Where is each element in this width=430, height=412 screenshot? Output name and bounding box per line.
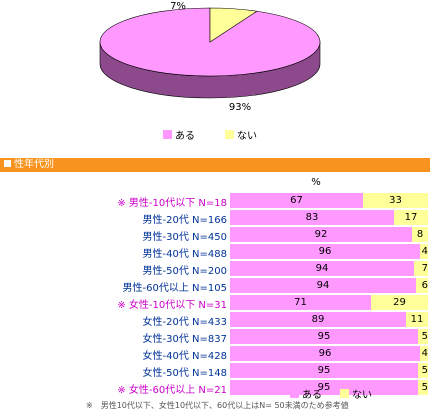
pie-legend-aru: ある [163,127,195,142]
bar-row: 女性-50代 N=148 95 5 [0,362,430,379]
bar-track: 83 17 [230,210,428,225]
bar-row: 男性-40代 N=488 96 4 [0,243,430,260]
legend-swatch-nai [340,389,349,398]
bar-segment-aru: 96 [230,244,420,259]
legend-swatch-nai [225,130,234,139]
legend-label-nai: ない [352,390,372,401]
bar-category-label: 男性-20代 N=166 [142,215,227,226]
bar-track: 67 33 [230,193,428,208]
pie-slice-nai [209,7,258,43]
legend-label-aru: ある [175,131,195,142]
bar-segment-aru: 83 [230,210,394,225]
bar-segment-nai: 5 [418,329,428,344]
bar-segment-nai: 11 [406,312,428,327]
bar-row: 男性-60代以上 N=105 94 6 [0,277,430,294]
bar-track: 94 7 [230,261,428,276]
bar-row: ※ 男性-10代以下 N=18 67 33 [0,192,430,209]
axis-unit-label: % [311,177,321,188]
bar-legend: ある ない [290,386,372,401]
bar-category-label: 男性-60代以上 N=105 [122,283,227,294]
pie-label-aru: 93% [229,102,251,113]
legend-label-nai: ない [237,131,257,142]
bar-track: 92 8 [230,227,428,242]
bar-segment-aru: 89 [230,312,406,327]
bar-category-label: 女性-40代 N=428 [142,351,227,362]
pie-legend-nai: ない [225,127,257,142]
bar-row: 女性-40代 N=428 96 4 [0,345,430,362]
square-bullet-icon [4,159,11,167]
bar-category-label: ※ 女性-60代以上 N=21 [117,385,227,396]
bar-category-label: ※ 女性-10代以下 N=31 [117,300,227,311]
legend-label-aru: ある [302,390,322,401]
bar-segment-nai: 29 [371,295,428,310]
bar-category-label: 女性-50代 N=148 [142,368,227,379]
section-header: 性年代別 [0,158,430,172]
bar-segment-aru: 94 [230,278,416,293]
bar-segment-nai: 33 [363,193,428,208]
bar-category-label: ※ 男性-10代以下 N=18 [117,198,227,209]
bar-segment-aru: 95 [230,329,418,344]
pie-chart: 93% 7% [99,1,321,113]
bar-row: 男性-50代 N=200 94 7 [0,260,430,277]
bar-track: 89 11 [230,312,428,327]
bar-segment-nai: 4 [420,346,428,361]
bar-category-label: 男性-30代 N=450 [142,232,227,243]
bar-track: 94 6 [230,278,428,293]
bar-segment-aru: 71 [230,295,371,310]
bar-row: 女性-30代 N=837 95 5 [0,328,430,345]
bar-category-label: 男性-40代 N=488 [142,249,227,260]
bar-segment-nai: 7 [414,261,428,276]
bar-track: 95 5 [230,329,428,344]
bar-segment-aru: 67 [230,193,363,208]
legend-swatch-aru [163,130,172,139]
bar-segment-aru: 94 [230,261,414,276]
bar-segment-aru: 95 [230,363,418,378]
bar-row: 女性-20代 N=433 89 11 [0,311,430,328]
bar-track: 71 29 [230,295,428,310]
bar-track: 95 5 [230,363,428,378]
bar-row: ※ 女性-60代以上 N=21 95 5 [0,379,430,396]
bar-row: 男性-30代 N=450 92 8 [0,226,430,243]
bar-segment-nai: 4 [420,244,428,259]
bar-segment-nai: 8 [412,227,428,242]
bar-track: 96 4 [230,346,428,361]
bar-segment-aru: 92 [230,227,412,242]
bar-category-label: 女性-30代 N=837 [142,334,227,345]
bar-legend-nai: ない [340,386,372,401]
bar-segment-nai: 5 [418,380,428,395]
bar-track: 96 4 [230,244,428,259]
bar-segment-aru: 95 [230,380,418,395]
bar-category-label: 男性-50代 N=200 [142,266,227,277]
section-title: 性年代別 [14,159,54,170]
bar-segment-nai: 17 [394,210,428,225]
bar-legend-aru: ある [290,386,322,401]
bar-segment-nai: 5 [418,363,428,378]
bar-row: 男性-20代 N=166 83 17 [0,209,430,226]
footnote: ※ 男性10代以下、女性10代以下、60代以上はN= 50未満のため参考値 [86,401,349,410]
bar-segment-aru: 96 [230,346,420,361]
bar-row: ※ 女性-10代以下 N=31 71 29 [0,294,430,311]
bar-segment-nai: 6 [416,278,428,293]
legend-swatch-aru [290,389,299,398]
bar-track: 95 5 [230,380,428,395]
pie-label-nai: 7% [170,1,186,12]
bar-category-label: 女性-20代 N=433 [142,317,227,328]
